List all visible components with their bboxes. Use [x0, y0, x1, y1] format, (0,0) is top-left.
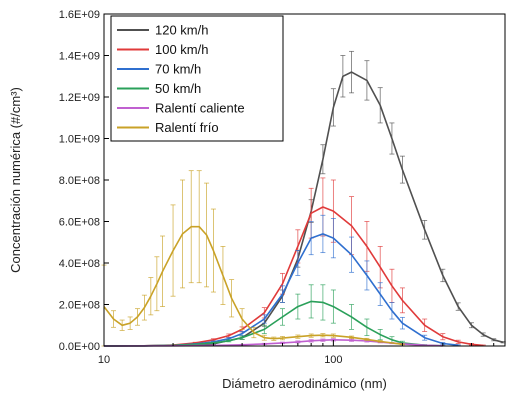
legend-label-4: Ralentí caliente: [155, 101, 245, 116]
ticks-layer: 0.0E+00 2.0E+08 4.0E+08 6.0E+08 8.0E+08 1.0E+…: [59, 9, 495, 366]
y-tick-label-3: 6.0E+08: [59, 217, 100, 229]
legend-label-2: 70 km/h: [155, 62, 201, 77]
y-tick-label-1: 2.0E+08: [59, 300, 100, 312]
legend: 120 km/h 100 km/h 70 km/h 50 km/h Ralentí ca…: [110, 15, 284, 142]
y-tick-label-0: 0.0E+00: [59, 341, 100, 353]
x-tick-label-0: 10: [98, 354, 110, 366]
y-tick-label-7: 1.4E+09: [59, 51, 100, 63]
legend-label-5: Ralentí frío: [155, 120, 219, 135]
series-line-1: [103, 206, 484, 347]
legend-label-1: 100 km/h: [155, 42, 208, 57]
y-axis-label: Concentración numérica (#/cm³): [8, 87, 23, 273]
y-tick-label-6: 1.2E+09: [59, 92, 100, 104]
series-line-0: [103, 71, 504, 347]
x-tick-label-1: 100: [324, 354, 342, 366]
x-axis-label: Diámetro aerodinámico (nm): [222, 376, 387, 391]
series-line-5: [103, 225, 403, 346]
legend-label-3: 50 km/h: [155, 81, 201, 96]
legend-box: [110, 15, 284, 142]
legend-label-0: 120 km/h: [155, 23, 208, 38]
y-tick-label-5: 1.0E+09: [59, 134, 100, 146]
y-tick-label-4: 8.0E+08: [59, 175, 100, 187]
y-tick-label-2: 4.0E+08: [59, 258, 100, 270]
y-tick-label-8: 1.6E+09: [59, 9, 100, 21]
series-line-3: [103, 300, 443, 347]
